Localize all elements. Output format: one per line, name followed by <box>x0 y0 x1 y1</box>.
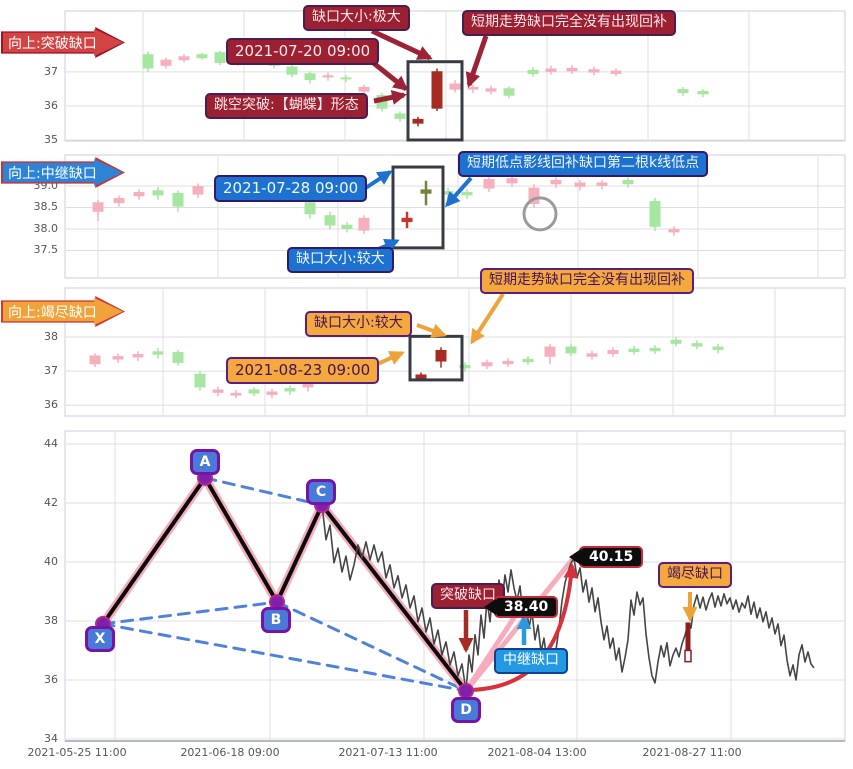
price-tag-40-15: 40.15 <box>568 546 644 568</box>
y-tick-label: 36 <box>44 398 58 412</box>
annotation-gap-size-huge: 缺口大小:极大 <box>303 5 410 31</box>
annotation-date-1: 2021-07-20 09:00 <box>226 38 380 65</box>
pattern-point-c: C <box>306 479 336 505</box>
panel-grid <box>64 10 846 142</box>
candles-layer <box>89 337 724 399</box>
y-tick-label: 38 <box>44 330 58 344</box>
price-tag-38-40: 38.40 <box>483 596 559 618</box>
pattern-dashed-lines <box>101 476 468 693</box>
x-tick-label: 2021-08-04 13:00 <box>487 746 587 759</box>
pattern-point-x: X <box>85 626 115 652</box>
annotation-breakout-gap: 突破缺口 <box>431 583 505 609</box>
y-tick-label: 37 <box>44 64 58 78</box>
ribbon-fill <box>3 159 123 186</box>
price-tag-40-15-value: 40.15 <box>589 549 634 565</box>
x-tick-label: 2021-07-13 11:00 <box>338 746 438 759</box>
ribbon-breakaway-label: 向上:突破缺口 <box>8 35 97 52</box>
y-tick-label: 40 <box>44 554 58 568</box>
pattern-point-d: D <box>451 697 481 723</box>
x-tick-label: 2021-06-18 09:00 <box>180 746 280 759</box>
annotation-gap-size-large-2: 缺口大小:较大 <box>287 247 394 273</box>
y-tick-label: 35 <box>44 132 58 146</box>
gap-highlight-box <box>406 60 464 142</box>
price-line <box>321 504 815 692</box>
ribbon-exhaustion-gap: 向上:竭尽缺口 <box>1 296 125 327</box>
backfill-circle-marker <box>522 196 558 232</box>
annotation-shadow-backfill: 短期低点影线回补缺口第二根k线低点 <box>458 151 709 177</box>
pattern-point-a: A <box>190 449 220 475</box>
annotation-date-3: 2021-08-23 09:00 <box>226 357 380 384</box>
annotation-date-2: 2021-07-28 09:00 <box>214 175 368 202</box>
x-tick-label: 2021-08-27 11:00 <box>642 746 742 759</box>
y-tick-label: 37.5 <box>33 243 59 257</box>
panel-grid <box>64 154 846 279</box>
y-tick-label: 37 <box>44 364 58 378</box>
x-tick-label: 2021-05-25 11:00 <box>27 746 127 759</box>
annotation-breakout-pattern: 跳空突破:【蝴蝶】形态 <box>205 93 368 119</box>
pattern-point-b: B <box>261 607 291 633</box>
y-tick-label: 34 <box>44 731 58 745</box>
ribbon-continuation-gap: 向上:中继缺口 <box>1 157 125 188</box>
y-tick-label: 38 <box>44 613 58 627</box>
ribbon-breakaway-gap: 向上:突破缺口 <box>1 27 125 58</box>
y-tick-label: 44 <box>44 436 58 450</box>
gap-highlight-box <box>391 165 445 250</box>
annotation-no-backfill-1: 短期走势缺口完全没有出现回补 <box>462 10 676 36</box>
ribbon-exhaustion-label: 向上:竭尽缺口 <box>8 304 97 321</box>
y-tick-label: 42 <box>44 495 58 509</box>
ribbon-fill <box>3 29 123 56</box>
annotation-no-backfill-3: 短期走势缺口完全没有出现回补 <box>480 268 694 294</box>
annotation-exhaustion-gap: 竭尽缺口 <box>658 562 732 588</box>
ribbon-continuation-label: 向上:中继缺口 <box>8 165 97 182</box>
annotation-gap-size-large-3: 缺口大小:较大 <box>305 311 412 337</box>
exhaustion-gap-white <box>684 649 692 663</box>
ribbon-fill <box>3 298 123 325</box>
y-tick-label: 38.5 <box>33 200 59 214</box>
candles-layer <box>142 50 709 127</box>
y-tick-label: 38.0 <box>33 221 59 235</box>
annotation-continuation-gap: 中继缺口 <box>494 648 568 674</box>
y-tick-label: 36 <box>44 98 58 112</box>
y-tick-label: 36 <box>44 672 58 686</box>
annotation-arrows <box>359 28 698 653</box>
price-tag-38-40-value: 38.40 <box>504 599 549 615</box>
